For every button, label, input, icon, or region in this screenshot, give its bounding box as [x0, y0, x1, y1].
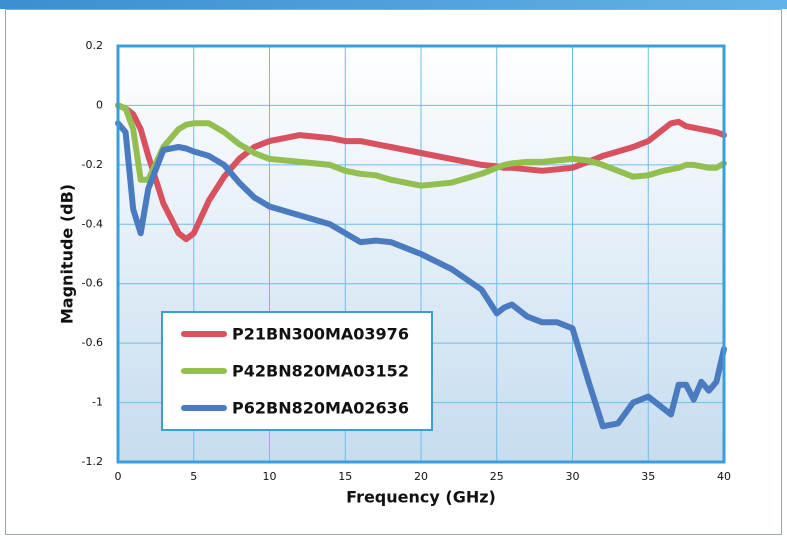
- x-tick-label: 35: [641, 470, 655, 483]
- legend-label: P42BN820MA03152: [232, 362, 409, 381]
- legend-label: P21BN300MA03976: [232, 325, 409, 344]
- x-tick-label: 0: [115, 470, 122, 483]
- y-axis-label: Magnitude (dB): [58, 184, 77, 324]
- y-tick-label: 0.2: [86, 39, 104, 52]
- y-tick-label: -1.2: [82, 455, 103, 468]
- series-line: [115, 102, 727, 243]
- y-tick-label: -0.6: [82, 277, 103, 290]
- legend: P21BN300MA03976 P42BN820MA03152 P62BN820MA…: [161, 311, 433, 431]
- top-band: [0, 0, 787, 9]
- x-tick-label: 30: [566, 470, 580, 483]
- series-group: [115, 102, 727, 430]
- x-tick-label: 5: [190, 470, 197, 483]
- y-tick-label: -0.4: [82, 217, 103, 230]
- y-tick-label: -1: [92, 396, 103, 409]
- y-tick-label: 0: [96, 98, 103, 111]
- x-tick-label: 20: [414, 470, 428, 483]
- x-tick-label: 25: [490, 470, 504, 483]
- legend-label: P62BN820MA02636: [232, 399, 409, 418]
- y-tick-label: -0.6: [82, 336, 103, 349]
- x-axis-label: Frequency (GHz): [346, 488, 496, 507]
- frame: [5, 9, 782, 535]
- x-tick-label: 15: [338, 470, 352, 483]
- y-tick-label: -0.2: [82, 158, 103, 171]
- x-tick-label: 40: [717, 470, 731, 483]
- x-tick-label: 10: [263, 470, 277, 483]
- series-line: [115, 102, 727, 189]
- series-line: [115, 120, 727, 430]
- plot-border: [116, 44, 726, 464]
